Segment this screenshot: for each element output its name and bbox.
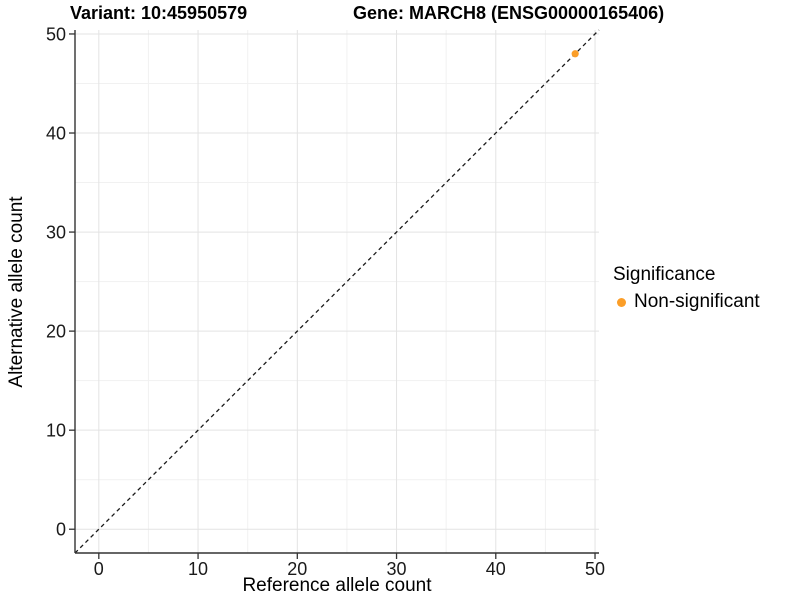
plot-title-gene: Gene: MARCH8 (ENSG00000165406) <box>353 3 665 23</box>
identity-dashed-line <box>74 29 600 554</box>
x-tick-label: 0 <box>94 559 104 579</box>
y-axis-title: Alternative allele count <box>6 196 27 388</box>
legend-marker-circle-icon <box>617 297 626 307</box>
legend-entry-non-significant[interactable]: Non-significant <box>613 291 760 313</box>
y-tick-label: 10 <box>46 421 66 441</box>
legend-title: Significance <box>613 264 716 285</box>
x-tick-label: 20 <box>287 559 307 579</box>
plot-title-variant: Variant: 10:45950579 <box>70 3 248 23</box>
y-tick-label: 50 <box>46 24 66 44</box>
y-tick-label: 30 <box>46 223 66 243</box>
y-tick-label: 20 <box>46 322 66 342</box>
legend: Significance Non-significant <box>613 264 760 313</box>
legend-entry-label: Non-significant <box>634 291 760 312</box>
x-tick-label: 10 <box>188 559 208 579</box>
y-tick-label: 40 <box>46 124 66 144</box>
data-point[interactable] <box>571 50 579 58</box>
x-axis-title: Reference allele count <box>242 575 432 596</box>
x-tick-label: 40 <box>486 559 506 579</box>
x-tick-label: 50 <box>585 559 605 579</box>
x-tick-label: 30 <box>387 559 407 579</box>
y-tick-label: 0 <box>56 520 66 540</box>
